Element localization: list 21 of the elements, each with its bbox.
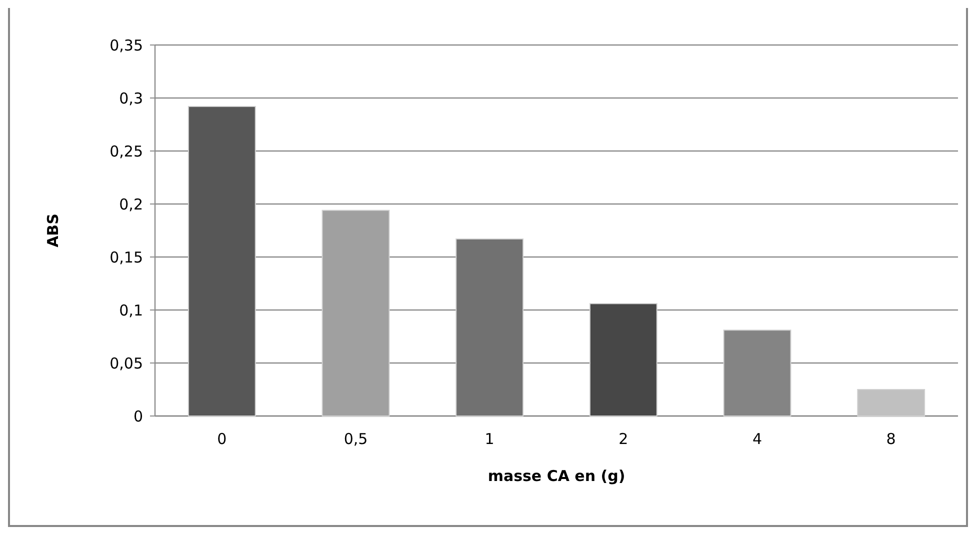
bar (322, 210, 390, 416)
y-axis-title: ABS (44, 214, 62, 248)
x-tick-label: 4 (752, 430, 762, 448)
bar (589, 303, 658, 416)
y-tick-label: 0,1 (119, 301, 143, 320)
x-tick-label: 1 (484, 430, 494, 448)
x-tick-label: 0 (217, 430, 227, 448)
bar (857, 389, 926, 416)
x-tick-label: 0,5 (344, 430, 368, 448)
y-tick-label: 0 (133, 407, 143, 426)
bar (456, 238, 524, 416)
x-tick-label: 2 (618, 430, 628, 448)
bar (188, 106, 256, 416)
y-tick-label: 0,05 (110, 354, 143, 372)
y-tick-label: 0,35 (110, 36, 143, 54)
y-tick-label: 0,25 (110, 142, 143, 160)
x-tick-label: 8 (886, 430, 896, 448)
x-axis-title: masse CA en (g) (488, 467, 626, 485)
y-tick-label: 0,2 (119, 195, 143, 214)
y-tick-label: 0,15 (110, 248, 143, 266)
y-tick-label: 0,3 (119, 89, 143, 108)
